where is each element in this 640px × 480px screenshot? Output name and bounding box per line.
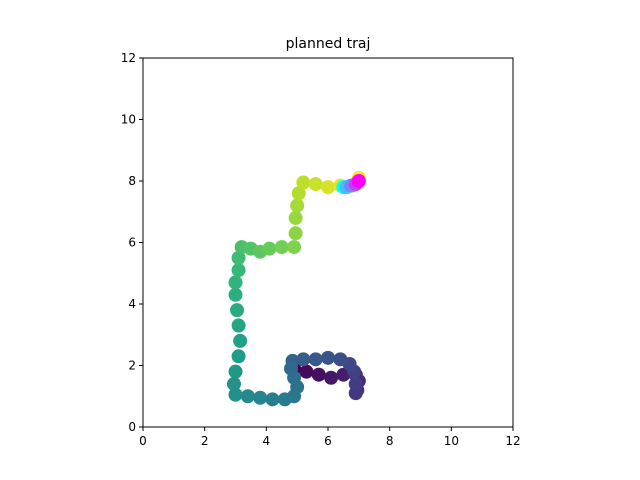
x-tick-label: 2 xyxy=(201,434,209,448)
x-tick-label: 4 xyxy=(263,434,271,448)
trajectory-point xyxy=(228,387,243,402)
trajectory-point xyxy=(299,364,314,379)
trajectory-point xyxy=(228,364,243,379)
trajectory-point xyxy=(291,186,306,201)
trajectory-point xyxy=(351,174,366,188)
trajectory-point xyxy=(230,303,245,318)
trajectory-point xyxy=(233,333,248,348)
trajectory-point xyxy=(336,367,351,382)
trajectory-point xyxy=(348,376,363,391)
trajectory-point xyxy=(253,390,268,405)
trajectory-point xyxy=(290,198,305,213)
x-tick-label: 8 xyxy=(386,434,394,448)
chart-title: planned traj xyxy=(286,36,371,52)
trajectory-point xyxy=(231,349,246,364)
y-tick-label: 12 xyxy=(121,51,136,65)
trajectory-point xyxy=(321,180,335,195)
x-tick-label: 0 xyxy=(139,434,147,448)
trajectory-point xyxy=(240,389,255,404)
trajectory-point xyxy=(228,287,243,302)
trajectory-point xyxy=(288,210,303,225)
trajectory-point xyxy=(321,350,335,365)
trajectory-point xyxy=(231,250,246,265)
trajectory-point xyxy=(333,352,348,367)
trajectory-point xyxy=(308,177,323,192)
trajectory-point xyxy=(274,240,289,255)
trajectory-point xyxy=(296,352,311,367)
y-tick-label: 6 xyxy=(128,236,136,250)
x-tick-label: 12 xyxy=(505,434,520,448)
trajectory-point xyxy=(228,275,243,290)
y-tick-label: 8 xyxy=(128,174,136,188)
y-tick-label: 0 xyxy=(128,420,136,434)
trajectory-point xyxy=(311,367,326,382)
trajectory-point xyxy=(308,352,323,367)
y-tick-label: 10 xyxy=(121,113,136,127)
trajectory-point xyxy=(288,226,303,241)
x-tick-label: 6 xyxy=(324,434,332,448)
trajectory-point xyxy=(265,392,280,407)
y-tick-label: 2 xyxy=(128,359,136,373)
trajectory-point xyxy=(262,241,277,256)
trajectory-point xyxy=(324,370,339,385)
trajectory-point xyxy=(226,376,241,391)
trajectory-point xyxy=(231,318,246,333)
x-tick-label: 10 xyxy=(444,434,459,448)
trajectory-point xyxy=(231,263,246,278)
trajectory-point xyxy=(287,240,302,255)
y-tick-label: 4 xyxy=(128,297,136,311)
trajectory-point xyxy=(277,392,292,407)
trajectory-point xyxy=(296,175,311,190)
